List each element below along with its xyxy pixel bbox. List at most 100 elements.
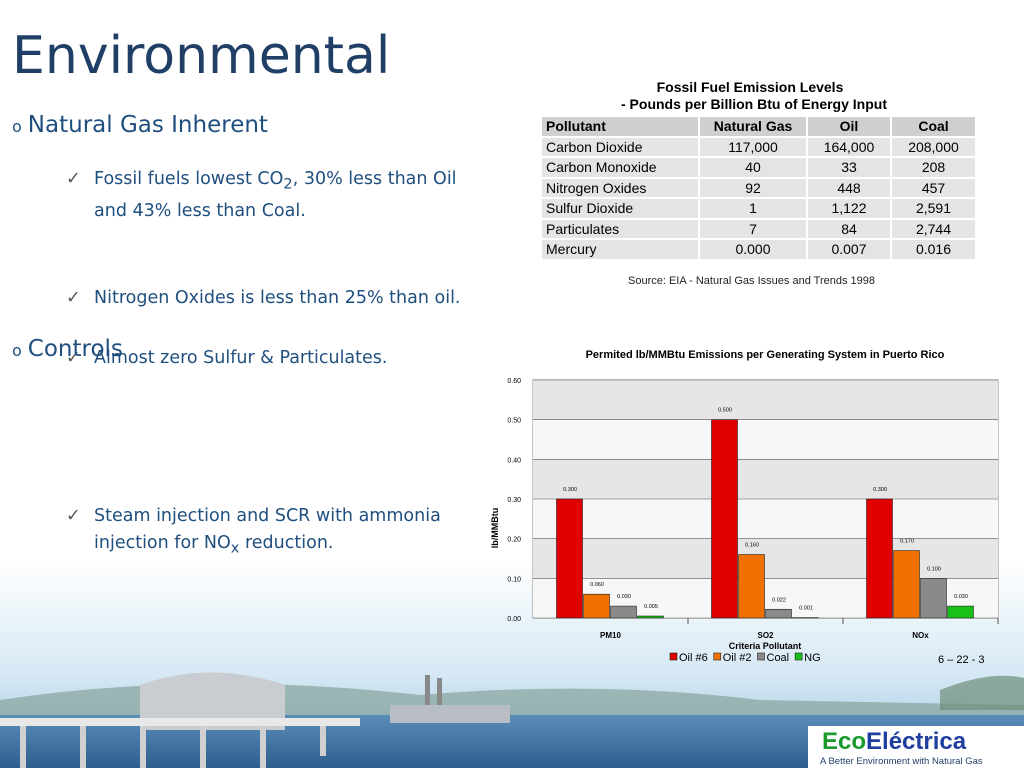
bullet-heading: o Controls — [12, 336, 123, 362]
item-text: Almost zero Sulfur & Particulates. — [94, 347, 388, 368]
logo-electrica: Eléctrica — [866, 728, 967, 755]
grid-band — [533, 380, 998, 420]
legend-swatch — [794, 652, 803, 661]
item-text: Fossil fuels lowest CO — [94, 169, 284, 189]
bar — [947, 605, 974, 619]
bar — [556, 498, 583, 619]
bullet-heading: o Natural Gas Inherent — [12, 112, 268, 138]
table-cell: Nitrogen Oxides — [540, 176, 700, 199]
logo-tagline: A Better Environment with Natural Gas — [820, 756, 983, 767]
y-tick-label: 0.30 — [507, 497, 521, 504]
emission-table: Pollutant Natural Gas Oil Coal Carbon Dioxid… — [540, 115, 977, 261]
legend-label: Coal — [767, 652, 790, 664]
logo-eco: Eco — [822, 728, 867, 755]
table-cell: 0.000 — [698, 238, 808, 261]
legend-label: NG — [804, 652, 821, 664]
legend-swatch — [669, 652, 678, 661]
y-tick-label: 0.60 — [507, 378, 521, 385]
table-cell: 448 — [806, 176, 892, 199]
table-cell: 92 — [698, 176, 808, 199]
table-source: Source: EIA - Natural Gas Issues and Tre… — [628, 275, 876, 287]
value-label: 0.500 — [718, 408, 732, 414]
legend-swatch — [713, 652, 722, 661]
bar — [711, 419, 738, 619]
value-label: 0.100 — [927, 566, 941, 572]
item-text: Steam injection and SCR with ammonia inj… — [94, 505, 441, 553]
bar — [893, 550, 920, 619]
y-axis-label: lb/MMBtu — [490, 508, 500, 549]
bar — [738, 554, 765, 619]
value-label: 0.060 — [590, 582, 604, 588]
table-cell: 1 — [698, 197, 808, 220]
chart-title: Permited lb/MMBtu Emissions per Generati… — [586, 349, 945, 361]
bar — [765, 608, 792, 619]
table-cell: 40 — [698, 156, 808, 179]
value-label: 0.030 — [617, 594, 631, 600]
table-row: Pollutant Natural Gas Oil Coal — [540, 115, 977, 138]
y-tick-label: 0.10 — [507, 576, 521, 583]
table-cell: 164,000 — [806, 135, 892, 158]
item-text: reduction. — [239, 532, 334, 553]
table-cell: Pollutant — [540, 115, 700, 138]
legend-label: Oil #2 — [723, 652, 752, 664]
table-title: Fossil Fuel Emission Levels — [656, 79, 844, 95]
heading-text: Controls — [27, 336, 123, 362]
table-cell: 1,122 — [806, 197, 892, 220]
table-subtitle: - Pounds per Billion Btu of Energy Input — [621, 96, 887, 112]
table-row: Carbon Dioxide 117,000 164,000 208,000 — [540, 135, 977, 158]
table-row: Sulfur Dioxide 1 1,122 2,591 — [540, 197, 977, 220]
table-row: Particulates 7 84 2,744 — [540, 217, 977, 240]
value-label: 0.300 — [563, 487, 577, 493]
legend-label: Oil #6 — [679, 652, 708, 664]
table-cell: Coal — [890, 115, 977, 138]
value-label: 0.005 — [644, 604, 658, 610]
bullet-item: ✓ Steam injection and SCR with ammonia in… — [66, 505, 441, 557]
table-cell: 117,000 — [698, 135, 808, 158]
table-cell: Carbon Monoxide — [540, 156, 700, 179]
item-text: , 30% less than Oil and 43% less than Co… — [94, 169, 457, 221]
bullet-item: ✓ Almost zero Sulfur & Particulates. — [66, 347, 388, 368]
table-cell: 84 — [806, 217, 892, 240]
grid-band — [533, 499, 998, 539]
y-tick-label: 0.20 — [507, 537, 521, 544]
value-label: 0.160 — [745, 543, 759, 549]
page-number: 6 – 22 - 3 — [938, 654, 985, 666]
value-label: 0.170 — [900, 539, 914, 545]
x-axis-label: Criteria Pollutant — [729, 641, 802, 651]
slide-title: Environmental — [12, 26, 391, 86]
table-cell: 208,000 — [890, 135, 977, 158]
grid-band — [533, 419, 998, 460]
table-cell: 0.016 — [890, 238, 977, 261]
table-row: Carbon Monoxide 40 33 208 — [540, 156, 977, 179]
bar — [866, 498, 893, 619]
value-label: 0.001 — [799, 606, 813, 612]
value-label: 0.300 — [873, 487, 887, 493]
logo: EcoEléctrica A Better Environment with N… — [808, 726, 1024, 768]
table-cell: 33 — [806, 156, 892, 179]
x-tick-label: NOx — [912, 631, 929, 640]
table-cell: 2,591 — [890, 197, 977, 220]
table-cell: 0.007 — [806, 238, 892, 261]
value-label: 0.022 — [772, 597, 786, 603]
item-sub: x — [230, 539, 240, 556]
bullet-item: ✓ Fossil fuels lowest CO2, 30% less than … — [66, 169, 457, 221]
chart: Permited lb/MMBtu Emissions per Generati… — [490, 349, 999, 664]
grid-band — [533, 538, 998, 579]
table-cell: Particulates — [540, 217, 700, 240]
bar — [920, 578, 947, 619]
table-cell: 7 — [698, 217, 808, 240]
table-cell: 2,744 — [890, 217, 977, 240]
item-sub: 2 — [283, 175, 293, 193]
table-cell: Oil — [806, 115, 892, 138]
bar — [610, 605, 637, 619]
x-tick-label: PM10 — [600, 631, 621, 640]
table-cell: Natural Gas — [698, 115, 808, 138]
legend-swatch — [757, 652, 765, 661]
table-row: Nitrogen Oxides 92 448 457 — [540, 176, 977, 199]
table-cell: Mercury — [540, 238, 700, 261]
y-tick-label: 0.40 — [507, 457, 521, 464]
item-text: Nitrogen Oxides is less than 25% than oi… — [94, 287, 461, 308]
table-cell: Sulfur Dioxide — [540, 197, 700, 220]
y-tick-label: 0.00 — [507, 616, 521, 623]
